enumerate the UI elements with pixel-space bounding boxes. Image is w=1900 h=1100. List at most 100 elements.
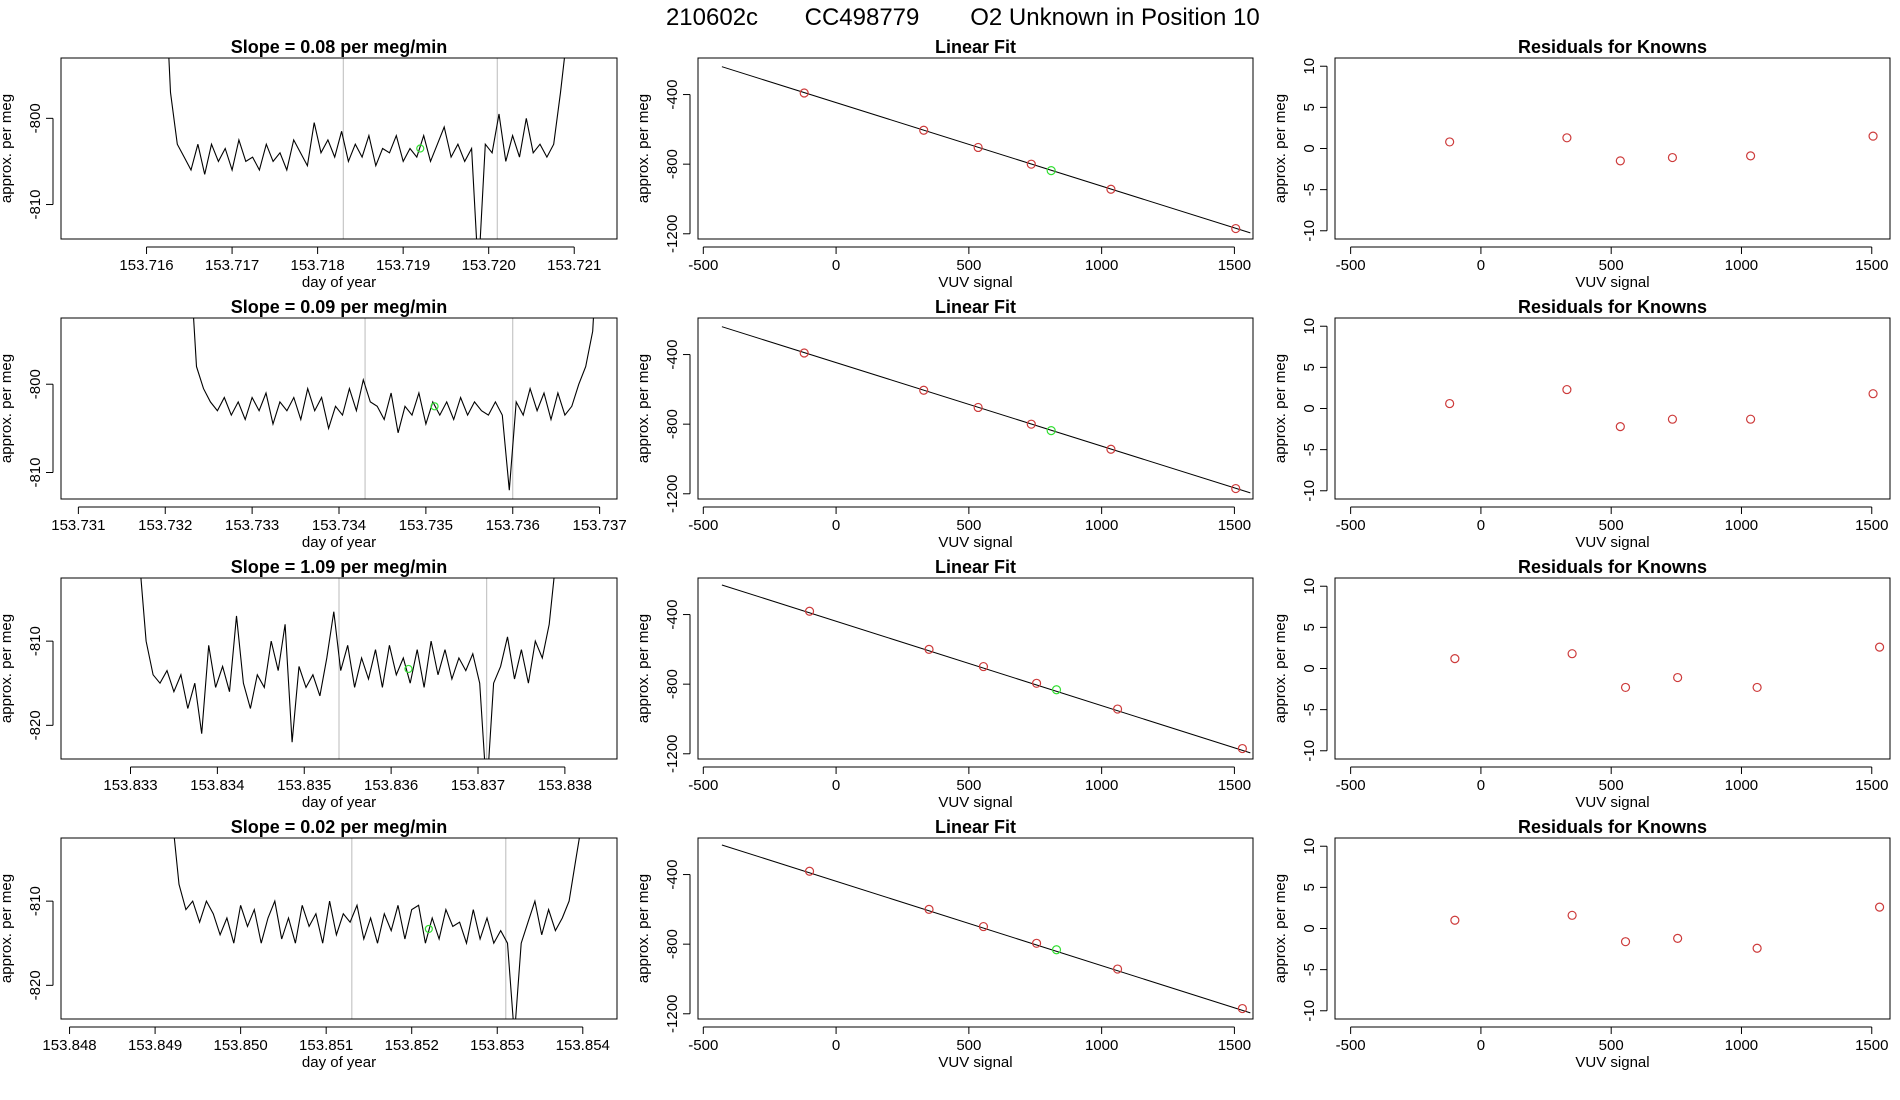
linear_fit-panel-row-2: Linear Fit -500 0 500 1000 1500 VUV signal -400… bbox=[635, 297, 1254, 551]
x-axis-label: VUV signal bbox=[1575, 1054, 1649, 1071]
panel-title: Slope = 0.09 per meg/min bbox=[231, 297, 448, 317]
x-axis-label: VUV signal bbox=[1575, 794, 1649, 811]
plot-frame bbox=[60, 577, 618, 760]
y-tick-label: -5 bbox=[1301, 703, 1318, 716]
residual-point bbox=[1567, 910, 1577, 920]
unknown-point bbox=[1046, 166, 1056, 176]
panel-title: Linear Fit bbox=[935, 297, 1016, 317]
y-tick-label: -400 bbox=[664, 80, 681, 110]
x-axis-label: VUV signal bbox=[938, 534, 1012, 551]
x-tick-label: 0 bbox=[832, 257, 840, 274]
plot-frame bbox=[1334, 837, 1891, 1020]
residuals-panel-row-3: Residuals for Knowns -500 0 500 1000 1500 VUV … bbox=[1272, 557, 1891, 811]
residual-point bbox=[1667, 414, 1678, 424]
y-axis-label: approx. per meg bbox=[1272, 354, 1289, 463]
y-tick-label: -800 bbox=[664, 149, 681, 179]
plot-content bbox=[721, 584, 1251, 754]
y-tick-label: -810 bbox=[27, 457, 44, 487]
trace-panel-row-3: Slope = 1.09 per meg/min 153.833 153.834 15… bbox=[0, 557, 618, 811]
y-tick-label: -1200 bbox=[664, 995, 681, 1033]
plot-frame bbox=[60, 317, 618, 500]
x-tick-label: -500 bbox=[688, 1037, 718, 1054]
y-tick-label: -800 bbox=[664, 669, 681, 699]
y-tick-label: -810 bbox=[27, 626, 44, 656]
chart-panels: Slope = 0.08 per meg/min 153.716 153.717 15… bbox=[0, 37, 1891, 1071]
plot-content bbox=[1450, 642, 1885, 693]
panel-title: Slope = 0.08 per meg/min bbox=[231, 37, 448, 57]
trace-panel-row-1: Slope = 0.08 per meg/min 153.716 153.717 15… bbox=[0, 37, 618, 291]
x-tick-label: -500 bbox=[1336, 777, 1366, 794]
residuals-panel-row-4: Residuals for Knowns -500 0 500 1000 1500 VUV … bbox=[1272, 817, 1891, 1071]
y-axis-label: approx. per meg bbox=[635, 354, 652, 463]
y-tick-label: 10 bbox=[1301, 318, 1318, 335]
fit-line bbox=[721, 326, 1251, 494]
x-tick-label: 153.718 bbox=[290, 257, 344, 274]
unknown-point bbox=[1046, 426, 1056, 436]
unknown-point bbox=[416, 144, 425, 153]
plot-frame bbox=[60, 57, 618, 240]
known-point bbox=[973, 142, 983, 153]
x-tick-label: 1500 bbox=[1855, 1037, 1888, 1054]
y-tick-label: -10 bbox=[1301, 480, 1318, 502]
known-point bbox=[919, 385, 929, 395]
y-axis-label: approx. per meg bbox=[635, 614, 652, 723]
panel-title: Linear Fit bbox=[935, 817, 1016, 837]
x-tick-label: 500 bbox=[956, 257, 981, 274]
y-tick-label: 0 bbox=[1301, 144, 1318, 152]
known-point bbox=[1231, 483, 1241, 494]
x-tick-label: -500 bbox=[688, 257, 718, 274]
x-tick-label: 500 bbox=[1599, 1037, 1624, 1054]
y-tick-label: 5 bbox=[1301, 623, 1318, 631]
x-tick-label: 1000 bbox=[1725, 1037, 1758, 1054]
y-tick-label: -800 bbox=[664, 409, 681, 439]
residual-point bbox=[1562, 133, 1572, 143]
x-tick-label: 153.852 bbox=[385, 1037, 439, 1054]
residual-point bbox=[1752, 943, 1762, 953]
x-tick-label: 500 bbox=[1599, 517, 1624, 534]
x-tick-label: 1500 bbox=[1855, 517, 1888, 534]
residual-point bbox=[1673, 933, 1683, 943]
y-tick-label: -1200 bbox=[664, 215, 681, 253]
residual-point bbox=[1615, 156, 1625, 166]
x-tick-label: 500 bbox=[1599, 777, 1624, 794]
residual-point bbox=[1874, 642, 1885, 652]
plot-frame bbox=[1334, 57, 1891, 240]
known-point bbox=[799, 88, 809, 98]
x-tick-label: 500 bbox=[956, 777, 981, 794]
unknown-point bbox=[424, 924, 433, 934]
panel-title: Residuals for Knowns bbox=[1518, 557, 1707, 577]
residual-point bbox=[1673, 672, 1683, 683]
trace-line bbox=[173, 838, 580, 1019]
y-tick-label: -820 bbox=[27, 710, 44, 740]
trace-panel-row-4: Slope = 0.02 per meg/min 153.848 153.849 15… bbox=[0, 817, 618, 1071]
y-tick-label: -10 bbox=[1301, 740, 1318, 762]
x-tick-label: 153.849 bbox=[128, 1037, 182, 1054]
fit-line bbox=[721, 844, 1251, 1014]
known-point bbox=[1237, 1003, 1247, 1014]
x-tick-label: 1000 bbox=[1085, 1037, 1118, 1054]
x-tick-label: 153.851 bbox=[299, 1037, 353, 1054]
x-tick-label: 1000 bbox=[1085, 777, 1118, 794]
x-tick-label: 0 bbox=[1477, 1037, 1485, 1054]
plot-content bbox=[168, 58, 565, 239]
y-axis-label: approx. per meg bbox=[1272, 874, 1289, 983]
x-tick-label: 153.731 bbox=[51, 517, 105, 534]
y-tick-label: -820 bbox=[27, 970, 44, 1000]
plot-content bbox=[721, 844, 1251, 1014]
known-point bbox=[1031, 938, 1042, 948]
x-axis-label: VUV signal bbox=[938, 274, 1012, 291]
plot-frame bbox=[1334, 317, 1891, 500]
x-tick-label: 153.735 bbox=[399, 517, 453, 534]
panel-title: Residuals for Knowns bbox=[1518, 817, 1707, 837]
x-tick-label: 153.737 bbox=[573, 517, 627, 534]
x-tick-label: 1000 bbox=[1085, 517, 1118, 534]
x-axis-label: VUV signal bbox=[938, 1054, 1012, 1071]
y-tick-label: 0 bbox=[1301, 404, 1318, 412]
x-tick-label: 153.854 bbox=[556, 1037, 610, 1054]
y-tick-label: 0 bbox=[1301, 664, 1318, 672]
x-axis-label: VUV signal bbox=[1575, 534, 1649, 551]
y-tick-label: -10 bbox=[1301, 1000, 1318, 1022]
y-axis-label: approx. per meg bbox=[0, 354, 15, 463]
linear_fit-panel-row-1: Linear Fit -500 0 500 1000 1500 VUV signal -400… bbox=[635, 37, 1254, 291]
